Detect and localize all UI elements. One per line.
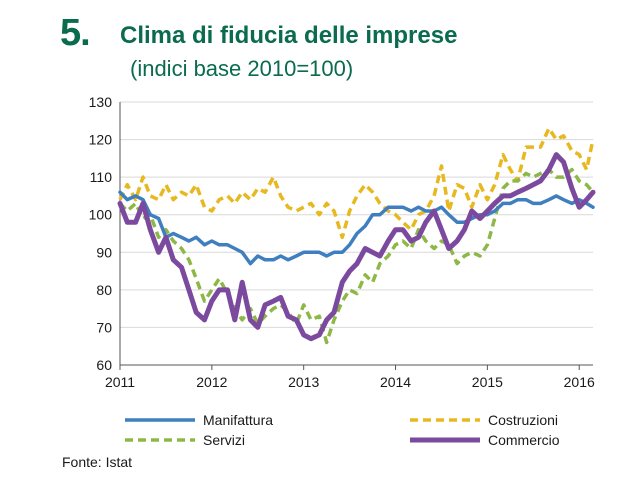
y-tick-label: 60 xyxy=(96,357,112,373)
x-tick-label: 2015 xyxy=(472,374,503,390)
legend-label-costruzioni: Costruzioni xyxy=(488,412,558,428)
series-line-costruzioni xyxy=(118,126,595,240)
legend: Manifattura Costruzioni Servizi Commercio xyxy=(125,412,560,448)
x-axis-ticks: 2011 2012 2013 2014 2015 2016 xyxy=(105,365,595,390)
y-tick-label: 100 xyxy=(89,207,113,223)
figure-number: 5. xyxy=(60,12,91,54)
chart-title: Clima di fiducia delle imprese xyxy=(120,22,458,49)
grid-lines xyxy=(119,101,593,366)
y-axis-ticks: 60 70 80 90 100 110 120 130 xyxy=(89,94,113,373)
legend-label-commercio: Commercio xyxy=(488,432,560,448)
y-tick-label: 70 xyxy=(96,319,112,335)
x-tick-label: 2013 xyxy=(288,374,319,390)
x-tick-label: 2016 xyxy=(564,374,595,390)
legend-label-manifattura: Manifattura xyxy=(203,412,273,428)
y-tick-label: 130 xyxy=(89,94,113,110)
series-line-commercio xyxy=(117,152,596,342)
y-tick-label: 120 xyxy=(89,132,113,148)
series-lines xyxy=(117,126,596,345)
x-tick-label: 2012 xyxy=(196,374,227,390)
x-tick-label: 2011 xyxy=(105,374,135,390)
series-line-servizi xyxy=(118,167,595,345)
chart-subtitle: (indici base 2010=100) xyxy=(130,56,354,81)
source-note: Fonte: Istat xyxy=(62,454,133,470)
x-tick-label: 2014 xyxy=(380,374,411,390)
y-tick-label: 90 xyxy=(96,244,112,260)
y-tick-label: 80 xyxy=(96,282,112,298)
legend-label-servizi: Servizi xyxy=(203,432,245,448)
y-tick-label: 110 xyxy=(90,169,113,185)
series-line-manifattura xyxy=(118,190,595,266)
